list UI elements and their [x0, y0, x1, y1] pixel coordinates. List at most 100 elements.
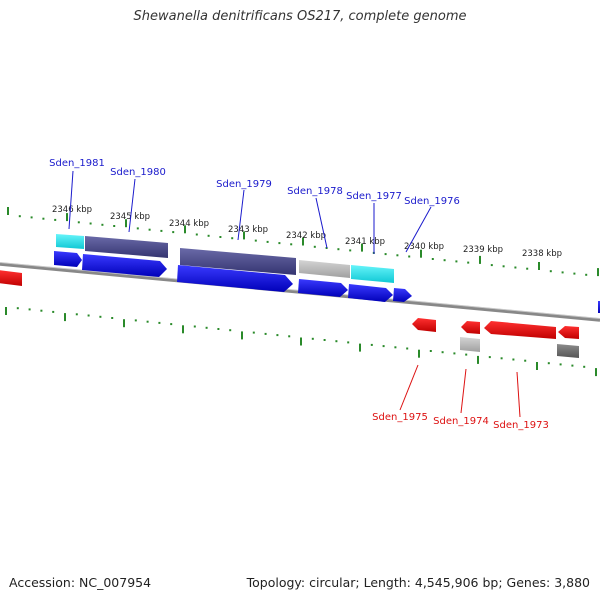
outer-minor-tick	[514, 266, 517, 269]
cds-reverse-left-edge[interactable]	[0, 270, 22, 286]
gene-label-sden-1977[interactable]: Sden_1977	[346, 191, 402, 202]
inner-minor-tick	[311, 337, 314, 340]
gene-box-sden-1977[interactable]	[351, 265, 394, 283]
gene-label-sden-1973[interactable]: Sden_1973	[493, 420, 549, 431]
inner-minor-tick	[193, 325, 196, 328]
gene-label-sden-1981[interactable]: Sden_1981	[49, 158, 105, 169]
leader-sden-1975	[399, 364, 419, 411]
accession-text: Accession: NC_007954	[9, 575, 152, 590]
outer-minor-tick	[136, 227, 139, 230]
outer-minor-tick	[18, 215, 21, 218]
outer-minor-tick	[278, 242, 281, 245]
label-leader-lines	[68, 170, 521, 418]
gene-box-sden-1979[interactable]	[180, 248, 296, 275]
inner-minor-tick	[276, 334, 279, 337]
outer-minor-tick	[290, 243, 293, 246]
inner-minor-tick	[87, 314, 90, 317]
outer-minor-tick	[113, 225, 116, 227]
gene-box-sden-1978[interactable]	[299, 260, 350, 278]
cds-reverse-sden-1974[interactable]	[461, 321, 480, 334]
inner-minor-tick	[370, 343, 373, 346]
gene-box-sden-1981[interactable]	[56, 234, 84, 249]
tick-label: 2339 kbp	[463, 245, 503, 255]
cds-forward-ring	[54, 251, 600, 313]
inner-minor-tick	[524, 359, 527, 362]
cds-forward-sden-1978[interactable]	[298, 279, 348, 297]
outer-minor-tick	[549, 270, 552, 273]
gene-label-sden-1974[interactable]: Sden_1974	[433, 416, 489, 427]
inner-minor-tick	[583, 365, 586, 368]
leader-sden-1981	[68, 170, 74, 230]
gene-label-sden-1978[interactable]: Sden_1978	[287, 186, 343, 197]
outer-minor-tick	[585, 273, 588, 276]
inner-minor-tick	[134, 319, 137, 322]
inner-minor-tick	[111, 317, 114, 319]
gene-label-sden-1976[interactable]: Sden_1976	[404, 196, 460, 207]
tick-label: 2340 kbp	[404, 242, 444, 252]
gene-box-reverse-grey[interactable]	[557, 344, 579, 358]
outer-major-tick	[302, 237, 304, 246]
cds-reverse-right[interactable]	[558, 326, 579, 339]
outer-minor-tick	[231, 237, 234, 240]
inner-minor-tick	[252, 331, 255, 334]
cds-forward-sden-1980[interactable]	[82, 254, 167, 277]
inner-minor-tick	[500, 357, 503, 360]
outer-minor-tick	[561, 271, 564, 274]
gene-label-group: Sden_1981 Sden_1980 Sden_1979 Sden_1978 …	[49, 158, 549, 431]
outer-minor-tick	[490, 264, 493, 267]
tick-label: 2345 kbp	[110, 212, 150, 222]
outer-minor-tick	[54, 218, 57, 221]
tick-label: 2338 kbp	[522, 249, 562, 259]
inner-minor-tick	[571, 364, 574, 367]
inner-minor-tick	[158, 321, 161, 324]
inner-major-tick	[595, 368, 597, 377]
cds-forward-sden-1977[interactable]	[348, 284, 393, 302]
tick-label: 2343 kbp	[228, 225, 268, 235]
cds-reverse-sden-1975[interactable]	[412, 318, 436, 332]
inner-minor-tick	[488, 356, 491, 359]
topology-text: Topology: circular; Length: 4,545,906 bp…	[246, 575, 590, 590]
outer-minor-tick	[526, 267, 529, 270]
inner-minor-tick	[217, 328, 220, 330]
outer-minor-tick	[467, 261, 470, 264]
tick-label: 2342 kbp	[286, 231, 326, 241]
inner-major-tick	[5, 307, 7, 315]
inner-minor-tick	[264, 332, 267, 335]
leader-sden-1974	[460, 368, 467, 414]
gene-label-sden-1980[interactable]: Sden_1980	[110, 167, 166, 178]
outer-major-tick	[243, 231, 245, 240]
inner-minor-tick	[16, 307, 19, 310]
cds-forward-sden-1979[interactable]	[177, 265, 293, 292]
outer-minor-tick	[160, 229, 163, 232]
gene-box-sden-1980[interactable]	[85, 236, 168, 258]
outer-major-tick	[184, 225, 186, 234]
gene-box-sden-1974[interactable]	[460, 337, 480, 352]
leader-sden-1973	[516, 371, 521, 418]
outer-minor-tick	[207, 234, 210, 237]
cds-forward-sden-1981[interactable]	[54, 251, 82, 267]
inner-minor-tick	[288, 335, 291, 338]
inner-major-tick	[536, 362, 538, 370]
cds-reverse-sden-1973[interactable]	[484, 321, 556, 339]
inner-minor-tick	[347, 341, 350, 344]
inner-minor-tick	[205, 326, 208, 329]
outer-minor-tick	[455, 260, 458, 263]
outer-major-tick	[66, 213, 68, 222]
inner-minor-tick	[323, 339, 326, 341]
outer-minor-tick	[172, 231, 175, 234]
inner-minor-tick	[75, 313, 78, 316]
outer-minor-tick	[337, 248, 340, 251]
gene-label-sden-1979[interactable]: Sden_1979	[216, 179, 272, 190]
outer-major-tick	[597, 268, 599, 277]
inner-minor-tick	[335, 340, 338, 343]
cds-forward-sden-1976[interactable]	[393, 288, 412, 302]
inner-tick-ring	[5, 307, 597, 377]
outer-major-tick	[479, 255, 481, 264]
gene-label-sden-1975[interactable]: Sden_1975	[372, 412, 428, 423]
inner-major-tick	[182, 325, 184, 334]
tick-label-group: 2346 kbp 2345 kbp 2344 kbp 2343 kbp 2342 kbp…	[52, 205, 562, 259]
outer-minor-tick	[89, 222, 92, 225]
cds-reverse-ring	[0, 270, 579, 339]
outer-major-tick	[361, 243, 363, 252]
